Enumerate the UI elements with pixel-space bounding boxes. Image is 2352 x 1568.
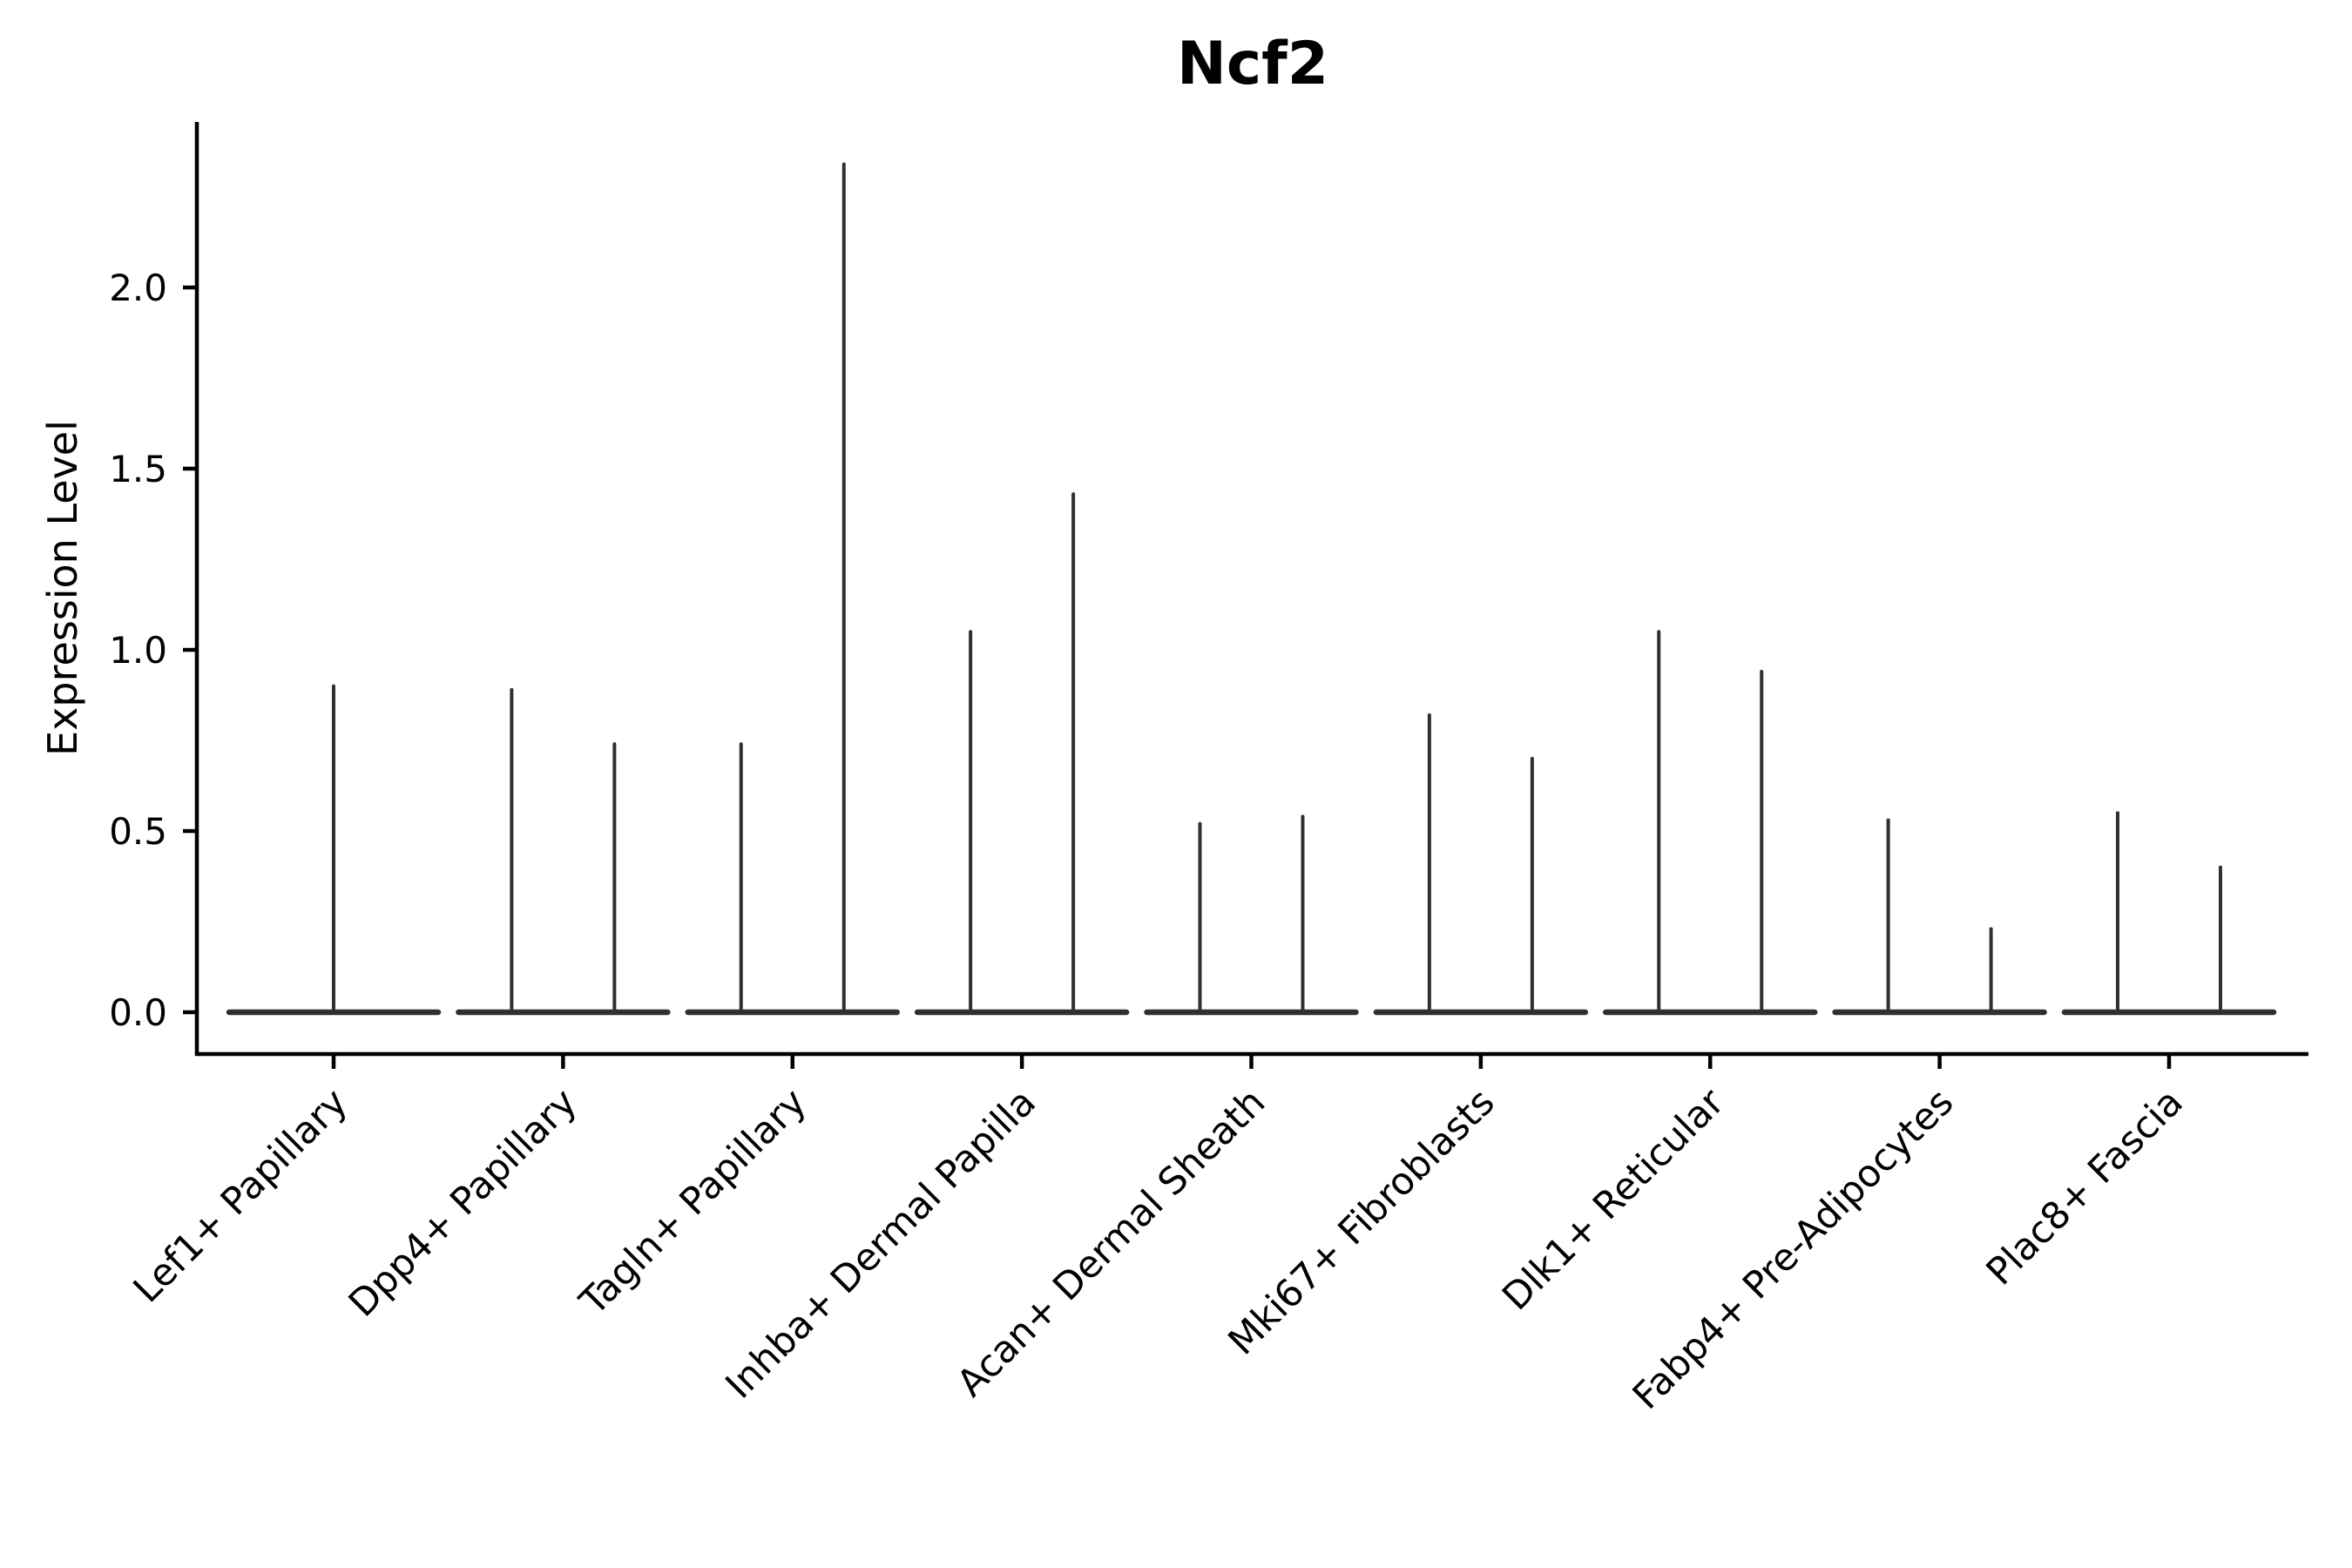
x-tick-label: Mki67+ Fibroblasts [1220, 1080, 1504, 1363]
y-tick-label: 2.0 [109, 267, 167, 309]
x-tick-label: Plac8+ Fascia [1978, 1080, 2192, 1294]
chart-title: Ncf2 [1176, 30, 1329, 98]
violin-group: Dlk1+ Reticular [1494, 630, 1818, 1319]
violin-group: Dpp4+ Papillary [341, 687, 671, 1326]
y-tick-label: 0.0 [109, 991, 167, 1034]
y-tick-label: 1.5 [109, 448, 167, 490]
y-tick-label: 0.5 [109, 810, 167, 853]
y-tick-label: 1.0 [109, 629, 167, 672]
violin-group: Tagln+ Papillary [571, 162, 900, 1324]
x-tick-label: Lef1+ Papillary [125, 1080, 356, 1311]
x-tick-label: Dlk1+ Reticular [1494, 1080, 1733, 1319]
x-tick-label: Tagln+ Papillary [571, 1080, 815, 1324]
x-tick-label: Dpp4+ Papillary [341, 1080, 585, 1325]
violin-group: Lef1+ Papillary [125, 684, 442, 1311]
